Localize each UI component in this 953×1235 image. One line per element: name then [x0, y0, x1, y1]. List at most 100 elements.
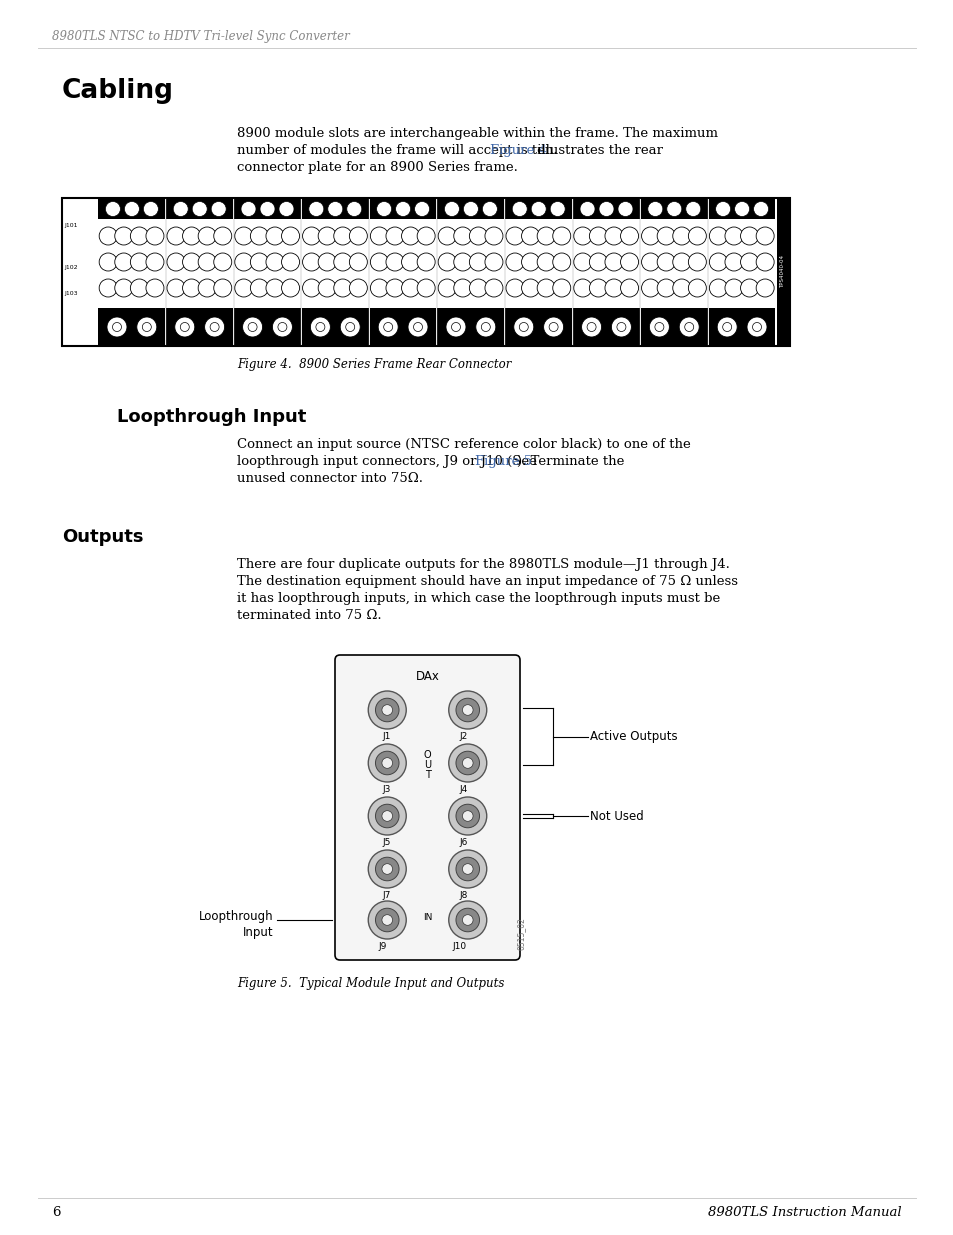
Circle shape — [328, 201, 342, 216]
Bar — [370, 308, 436, 345]
Circle shape — [124, 201, 139, 216]
Circle shape — [281, 227, 299, 245]
Circle shape — [724, 227, 742, 245]
Circle shape — [552, 227, 570, 245]
Circle shape — [131, 227, 149, 245]
Circle shape — [210, 322, 219, 331]
Circle shape — [173, 201, 188, 216]
Circle shape — [454, 227, 472, 245]
Text: it has loopthrough inputs, in which case the loopthrough inputs must be: it has loopthrough inputs, in which case… — [236, 592, 720, 605]
Circle shape — [688, 227, 705, 245]
Circle shape — [476, 317, 496, 337]
Circle shape — [167, 227, 185, 245]
Circle shape — [552, 279, 570, 296]
Circle shape — [469, 227, 487, 245]
Circle shape — [248, 322, 256, 331]
Text: T: T — [424, 769, 430, 781]
Circle shape — [136, 317, 156, 337]
Circle shape — [672, 227, 690, 245]
Bar — [573, 308, 639, 345]
Circle shape — [462, 863, 473, 874]
Circle shape — [114, 279, 132, 296]
Bar — [166, 199, 233, 219]
Text: ). Terminate the: ). Terminate the — [517, 454, 623, 468]
Circle shape — [266, 227, 284, 245]
Circle shape — [211, 201, 226, 216]
Text: 8980TLS NTSC to HDTV Tri-level Sync Converter: 8980TLS NTSC to HDTV Tri-level Sync Conv… — [52, 30, 350, 43]
Circle shape — [724, 253, 742, 270]
Text: J3: J3 — [381, 785, 390, 794]
Circle shape — [198, 253, 216, 270]
Circle shape — [543, 317, 563, 337]
Text: J1: J1 — [381, 732, 390, 741]
Bar — [437, 308, 504, 345]
Circle shape — [375, 804, 398, 827]
Circle shape — [589, 253, 607, 270]
Circle shape — [604, 227, 622, 245]
Circle shape — [484, 227, 502, 245]
Circle shape — [549, 322, 558, 331]
Circle shape — [456, 908, 479, 931]
Text: J9: J9 — [377, 942, 386, 951]
Text: DA8: DA8 — [261, 206, 273, 211]
Circle shape — [368, 850, 406, 888]
Circle shape — [684, 322, 693, 331]
Text: Figure 4: Figure 4 — [490, 144, 547, 157]
Circle shape — [537, 279, 555, 296]
Circle shape — [531, 201, 546, 216]
Text: DA7: DA7 — [330, 206, 340, 211]
Circle shape — [448, 850, 486, 888]
Circle shape — [454, 253, 472, 270]
Text: J101: J101 — [64, 224, 77, 228]
Circle shape — [740, 279, 758, 296]
Circle shape — [589, 227, 607, 245]
Circle shape — [550, 201, 564, 216]
Circle shape — [573, 279, 591, 296]
Circle shape — [234, 279, 253, 296]
Circle shape — [204, 317, 224, 337]
Text: J6: J6 — [459, 839, 468, 847]
Circle shape — [182, 279, 200, 296]
Circle shape — [281, 253, 299, 270]
Circle shape — [213, 227, 232, 245]
Circle shape — [456, 857, 479, 881]
Circle shape — [454, 279, 472, 296]
Circle shape — [521, 227, 539, 245]
Circle shape — [521, 253, 539, 270]
Circle shape — [408, 317, 428, 337]
Circle shape — [146, 253, 164, 270]
Text: IN: IN — [422, 914, 432, 923]
Circle shape — [437, 253, 456, 270]
Text: 6: 6 — [52, 1207, 60, 1219]
Bar — [62, 198, 789, 346]
Circle shape — [334, 253, 352, 270]
Circle shape — [752, 322, 760, 331]
Circle shape — [370, 279, 388, 296]
Text: J2: J2 — [459, 732, 467, 741]
Circle shape — [416, 279, 435, 296]
Circle shape — [368, 743, 406, 782]
Text: Outputs: Outputs — [62, 529, 143, 546]
Circle shape — [315, 322, 325, 331]
Text: O: O — [423, 750, 431, 760]
Circle shape — [375, 698, 398, 721]
Circle shape — [99, 279, 117, 296]
Circle shape — [395, 201, 410, 216]
Circle shape — [484, 253, 502, 270]
Bar — [640, 199, 707, 219]
Circle shape — [709, 279, 726, 296]
Text: illustrates the rear: illustrates the rear — [532, 144, 662, 157]
Circle shape — [370, 253, 388, 270]
Text: Figure 4.  8900 Series Frame Rear Connector: Figure 4. 8900 Series Frame Rear Connect… — [236, 358, 511, 370]
Circle shape — [198, 279, 216, 296]
Circle shape — [746, 317, 766, 337]
Circle shape — [619, 227, 638, 245]
Circle shape — [740, 227, 758, 245]
Text: The destination equipment should have an input impedance of 75 Ω unless: The destination equipment should have an… — [236, 576, 738, 588]
Circle shape — [167, 253, 185, 270]
Bar — [708, 199, 775, 219]
Circle shape — [114, 253, 132, 270]
Circle shape — [484, 279, 502, 296]
Bar — [437, 199, 504, 219]
Circle shape — [641, 227, 659, 245]
